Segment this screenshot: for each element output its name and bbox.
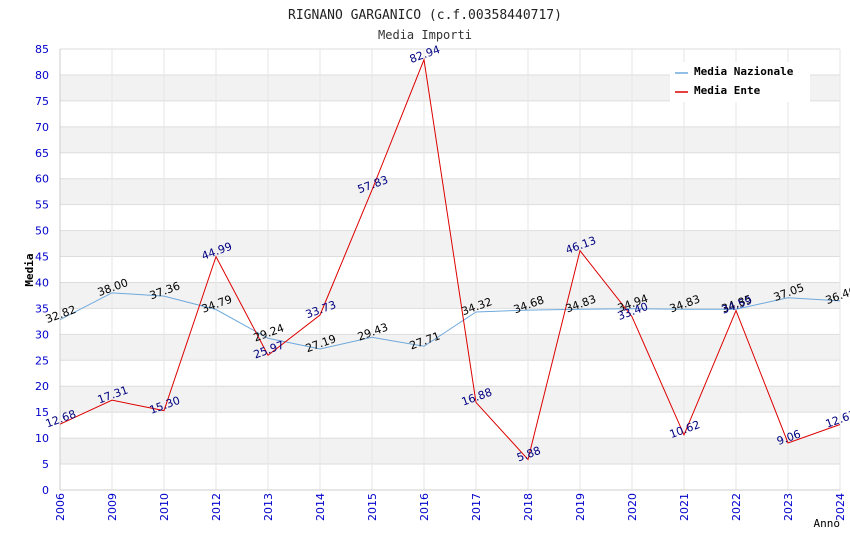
grid-band — [60, 126, 840, 153]
y-tick-label: 80 — [35, 69, 49, 82]
x-tick-label: 2019 — [574, 493, 587, 521]
x-tick-label: 2006 — [54, 493, 67, 521]
chart-subtitle: Media Importi — [378, 28, 472, 42]
legend-box — [670, 62, 810, 102]
x-tick-label: 2021 — [678, 493, 691, 521]
grid-band — [60, 282, 840, 309]
y-tick-label: 70 — [35, 121, 49, 134]
grid-band — [60, 230, 840, 257]
x-axis-label: Anno — [814, 517, 841, 530]
y-tick-label: 60 — [35, 173, 49, 186]
y-tick-label: 55 — [35, 199, 49, 212]
y-tick-label: 15 — [35, 406, 49, 419]
y-tick-label: 65 — [35, 147, 49, 160]
x-tick-label: 2020 — [626, 493, 639, 521]
x-tick-label: 2022 — [730, 493, 743, 521]
x-tick-label: 2016 — [418, 493, 431, 521]
x-tick-label: 2017 — [470, 493, 483, 521]
y-tick-label: 0 — [42, 484, 49, 497]
series-line-media-nazionale — [59, 292, 841, 350]
grid-bands — [60, 74, 840, 465]
y-tick-label: 30 — [35, 328, 49, 341]
y-tick-label: 85 — [35, 43, 49, 56]
x-axis-ticks: 2006 2009 2010 2012 2013 2014 2015 2016 2017 2018… — [54, 493, 847, 521]
chart-title: RIGNANO GARGANICO (c.f.00358440717) — [288, 8, 562, 23]
legend-label-media-ente: Media Ente — [694, 84, 761, 97]
grid-band — [60, 334, 840, 361]
x-tick-label: 2015 — [366, 493, 379, 521]
grid-lines — [59, 48, 841, 491]
y-tick-label: 45 — [35, 251, 49, 264]
legend-label-media-nazionale: Media Nazionale — [694, 65, 794, 78]
x-tick-label: 2023 — [782, 493, 795, 521]
x-tick-label: 2014 — [314, 493, 327, 521]
x-tick-label: 2018 — [522, 493, 535, 521]
series-layer — [59, 57, 841, 461]
x-tick-label: 2024 — [834, 493, 847, 521]
y-tick-label: 10 — [35, 432, 49, 445]
legend: Media Nazionale Media Ente — [670, 62, 810, 102]
x-tick-label: 2012 — [210, 493, 223, 521]
grid-band — [60, 178, 840, 205]
y-tick-label: 75 — [35, 95, 49, 108]
y-tick-label: 5 — [42, 458, 49, 471]
y-tick-label: 50 — [35, 225, 49, 238]
y-tick-label: 40 — [35, 276, 49, 289]
y-tick-label: 35 — [35, 302, 49, 315]
y-axis-ticks: 0 5 10 15 20 25 30 35 40 45 50 55 60 65 70 75 80 85 — [35, 43, 49, 497]
y-axis-label: Media — [23, 253, 36, 286]
grid-band — [60, 386, 840, 413]
x-tick-label: 2013 — [262, 493, 275, 521]
x-tick-label: 2010 — [158, 493, 171, 521]
series-line-media-ente — [59, 57, 841, 461]
x-tick-label: 2009 — [106, 493, 119, 521]
y-tick-label: 20 — [35, 380, 49, 393]
grid-band — [60, 438, 840, 465]
y-tick-label: 25 — [35, 354, 49, 367]
